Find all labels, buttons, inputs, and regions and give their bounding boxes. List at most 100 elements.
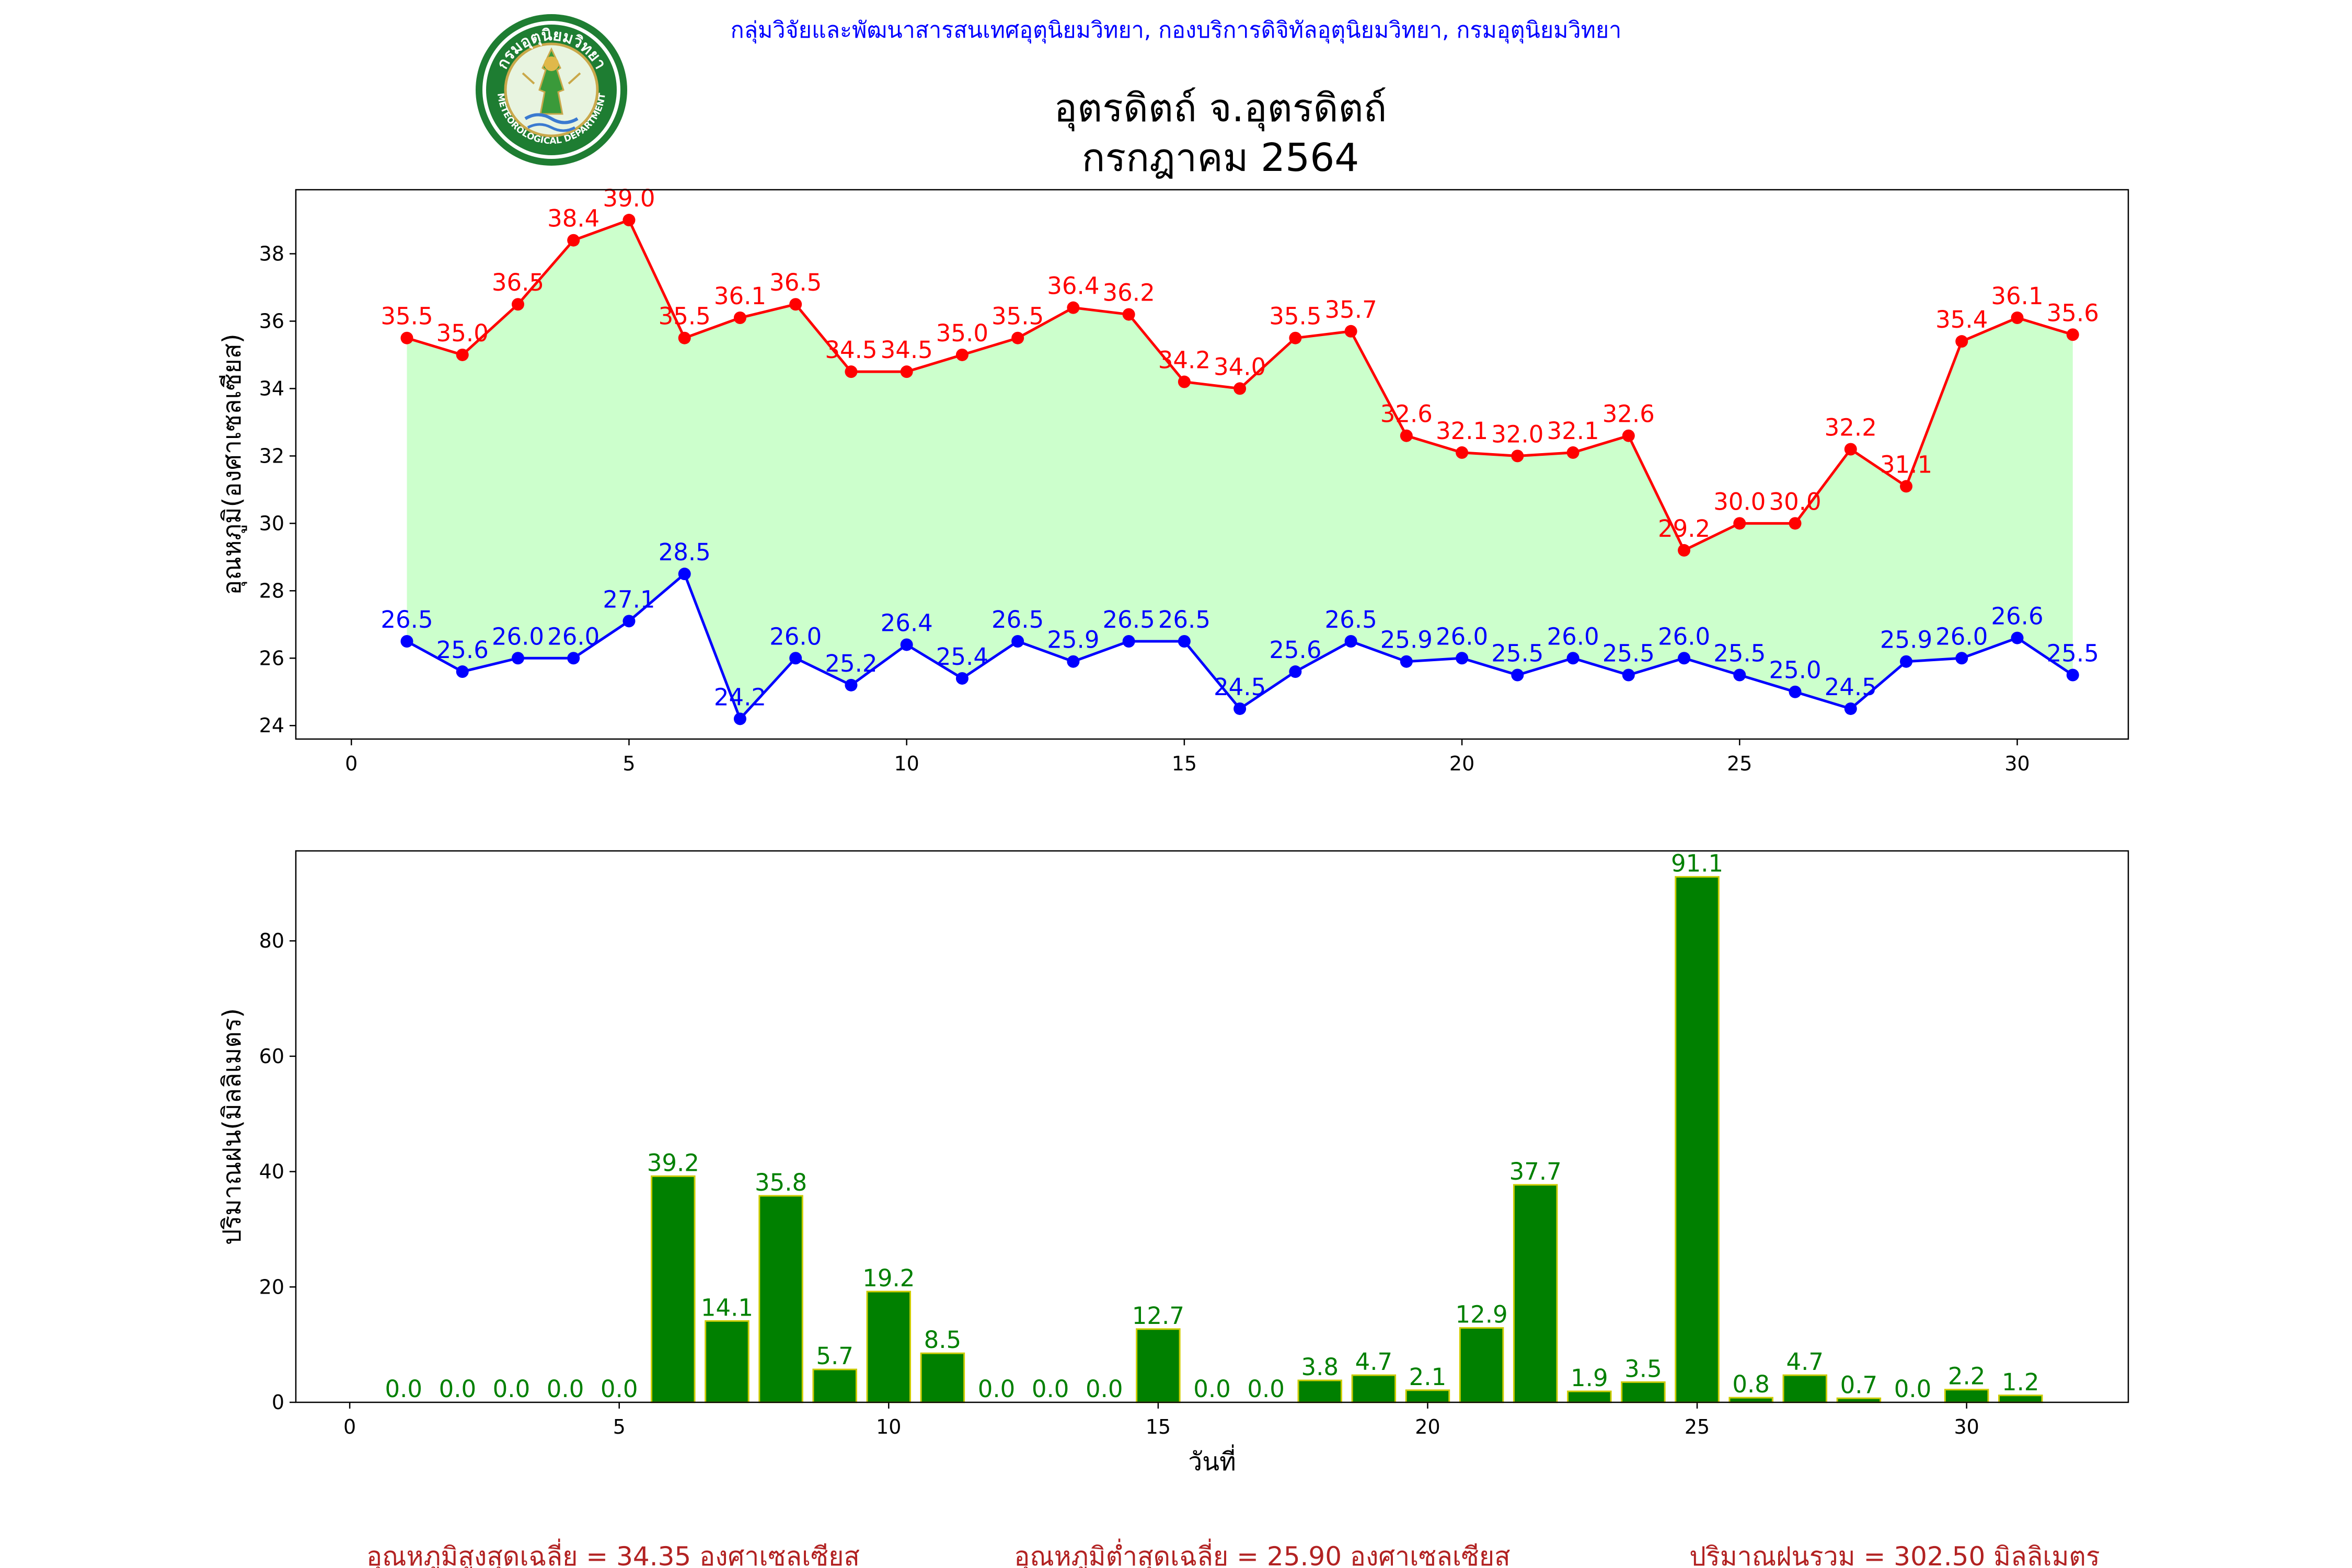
max-temp-point bbox=[622, 214, 636, 227]
rain-bar bbox=[1728, 1397, 1773, 1403]
min-temp-data-label: 26.0 bbox=[1436, 622, 1488, 650]
min-temp-point bbox=[1955, 652, 1968, 665]
rain-bar bbox=[866, 1290, 912, 1403]
min-temp-point bbox=[1456, 652, 1469, 665]
max-temp-data-label: 32.2 bbox=[1825, 413, 1877, 441]
max-temp-data-label: 36.5 bbox=[492, 269, 544, 296]
min-temp-point bbox=[1678, 652, 1691, 665]
min-temp-point bbox=[1511, 668, 1524, 682]
rain-bar bbox=[1998, 1394, 2043, 1403]
max-temp-data-label: 35.4 bbox=[1935, 306, 1988, 333]
max-temp-data-label: 32.6 bbox=[1602, 400, 1655, 428]
temp-y-tick-label: 26 bbox=[259, 647, 284, 670]
max-temp-point bbox=[1566, 446, 1579, 459]
rain-bar bbox=[1297, 1379, 1342, 1403]
max-temp-data-label: 29.2 bbox=[1658, 515, 1710, 543]
max-temp-point bbox=[1400, 429, 1413, 442]
max-temp-data-label: 36.5 bbox=[769, 269, 822, 296]
min-temp-data-label: 28.5 bbox=[659, 538, 711, 566]
max-temp-data-label: 30.0 bbox=[1769, 488, 1821, 515]
max-temp-point bbox=[733, 312, 746, 325]
rain-data-label: 4.7 bbox=[1355, 1348, 1393, 1376]
max-temp-data-label: 39.0 bbox=[603, 185, 655, 212]
temp-x-tick-label: 20 bbox=[1449, 752, 1474, 775]
temp-x-tick-label: 0 bbox=[345, 752, 358, 775]
rain-y-tick-label: 0 bbox=[272, 1391, 284, 1414]
max-temp-data-label: 35.0 bbox=[936, 319, 988, 347]
max-temp-point bbox=[1178, 375, 1191, 388]
min-temp-point bbox=[845, 678, 858, 691]
rainfall-y-axis-label: ปริมาณฝน(มิลลิเมตร) bbox=[217, 1008, 247, 1245]
rain-data-label: 0.0 bbox=[493, 1375, 531, 1403]
min-temp-data-label: 25.6 bbox=[436, 636, 489, 664]
rain-x-tick-label: 15 bbox=[1146, 1415, 1171, 1438]
rain-bar bbox=[1351, 1374, 1397, 1403]
min-temp-data-label: 25.5 bbox=[1491, 639, 1543, 667]
max-temp-point bbox=[1678, 544, 1691, 557]
max-temp-data-label: 34.2 bbox=[1158, 347, 1210, 374]
max-temp-data-label: 32.0 bbox=[1491, 420, 1543, 448]
temp-x-tick-label: 10 bbox=[894, 752, 919, 775]
max-temp-data-label: 32.1 bbox=[1436, 417, 1488, 445]
min-temp-data-label: 25.5 bbox=[2047, 639, 2099, 667]
rain-y-tick-label: 40 bbox=[259, 1160, 284, 1183]
rain-bar bbox=[1513, 1184, 1558, 1403]
max-temp-data-label: 32.6 bbox=[1380, 400, 1433, 428]
min-temp-point bbox=[1344, 635, 1357, 648]
max-temp-point bbox=[400, 331, 413, 344]
rain-bar bbox=[1621, 1381, 1666, 1403]
rain-x-tick-label: 0 bbox=[343, 1415, 356, 1438]
temperature-chart: 0 5 10 15 20 25 30242628303234363835.535.036.5… bbox=[217, 185, 2129, 775]
temp-x-tick-label: 30 bbox=[2004, 752, 2030, 775]
min-temp-data-label: 26.4 bbox=[881, 609, 933, 637]
max-temp-point bbox=[2011, 312, 2024, 325]
total-rainfall-summary: ปริมาณฝนรวม = 302.50 มิลลิเมตร bbox=[1689, 1541, 2100, 1568]
rain-data-label: 12.7 bbox=[1132, 1302, 1184, 1330]
max-temp-point bbox=[1844, 443, 1857, 456]
rain-x-tick-label: 5 bbox=[613, 1415, 626, 1438]
min-temp-point bbox=[1067, 655, 1080, 668]
rain-x-tick-label: 25 bbox=[1685, 1415, 1710, 1438]
min-temp-data-label: 25.0 bbox=[1769, 656, 1821, 684]
max-temp-point bbox=[845, 365, 858, 378]
meteorological-department-logo: กรมอุตุนิยมวิทยา METEOROLOGICAL DEPARTME… bbox=[470, 11, 632, 168]
temp-y-tick-label: 38 bbox=[259, 243, 284, 266]
rain-y-tick-label: 60 bbox=[259, 1045, 284, 1068]
rain-bar bbox=[920, 1352, 965, 1403]
min-temp-point bbox=[1289, 665, 1302, 678]
rain-data-label: 3.8 bbox=[1301, 1353, 1339, 1381]
avg-max-temp-summary: อุณหภูมิสูงสุดเฉลี่ย = 34.35 องศาเซลเซีย… bbox=[366, 1539, 860, 1568]
max-temp-point bbox=[567, 234, 580, 247]
rainfall-chart: 0 5 10 15 20 25 30 0 20 40 60 80 0.0 0.0 0.0 0.0 0.0 39.2… bbox=[217, 850, 2129, 1477]
max-temp-data-label: 32.1 bbox=[1547, 417, 1599, 445]
max-temp-data-label: 35.7 bbox=[1325, 296, 1377, 324]
rain-data-label: 91.1 bbox=[1671, 850, 1723, 878]
rain-data-label: 1.2 bbox=[2002, 1368, 2039, 1396]
rain-data-label: 0.8 bbox=[1732, 1370, 1770, 1398]
max-temp-data-label: 34.0 bbox=[1214, 353, 1266, 381]
rain-bar bbox=[1405, 1389, 1450, 1403]
rainfall-x-axis-label: วันที่ bbox=[1188, 1444, 1236, 1477]
rain-data-label: 0.0 bbox=[1032, 1375, 1069, 1403]
max-temp-data-label: 35.0 bbox=[436, 319, 489, 347]
rain-bar bbox=[1567, 1390, 1612, 1403]
min-temp-data-label: 25.4 bbox=[936, 643, 988, 671]
temperature-range-fill bbox=[407, 220, 2073, 719]
rain-data-label: 0.0 bbox=[1193, 1375, 1231, 1403]
rain-y-tick-label: 80 bbox=[259, 929, 284, 952]
max-temp-data-label: 30.0 bbox=[1713, 488, 1766, 515]
max-temp-data-label: 35.5 bbox=[659, 303, 711, 330]
max-temp-point bbox=[1011, 331, 1024, 344]
max-temp-data-label: 34.5 bbox=[881, 336, 933, 364]
rain-data-label: 0.0 bbox=[385, 1375, 422, 1403]
rain-bar bbox=[1782, 1374, 1828, 1403]
min-temp-data-label: 25.5 bbox=[1602, 639, 1655, 667]
min-temp-point bbox=[733, 712, 746, 725]
min-temp-point bbox=[2066, 668, 2079, 682]
rain-x-tick-label: 30 bbox=[1954, 1415, 1979, 1438]
rain-data-label: 35.8 bbox=[755, 1169, 807, 1196]
max-temp-data-label: 35.5 bbox=[991, 303, 1044, 330]
rain-bar bbox=[705, 1320, 750, 1403]
max-temp-data-label: 36.2 bbox=[1103, 279, 1155, 307]
